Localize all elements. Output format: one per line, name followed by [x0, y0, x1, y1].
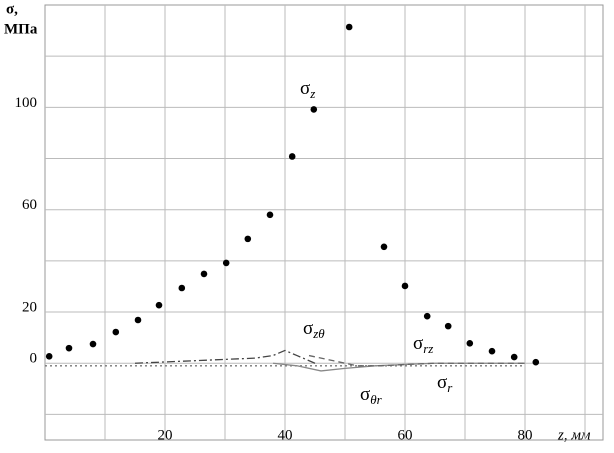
- data-point: [155, 301, 163, 309]
- data-point: [222, 259, 230, 267]
- data-point: [266, 211, 274, 219]
- data-point: [65, 344, 73, 352]
- data-point: [89, 340, 97, 348]
- x-tick-label: 20: [158, 427, 173, 443]
- annotation: σzθ: [303, 318, 325, 341]
- x-tick-label: 60: [398, 427, 413, 443]
- data-point: [444, 322, 452, 330]
- annotation-symbol: σ: [413, 333, 423, 354]
- data-point: [45, 353, 53, 360]
- plot-frame: [44, 4, 604, 441]
- annotation-subscript: rz: [423, 341, 433, 356]
- data-point: [200, 270, 208, 278]
- y-tick-label: 60: [22, 197, 37, 213]
- data-point: [178, 284, 186, 292]
- annotation-subscript: zθ: [312, 326, 325, 341]
- annotation: σθr: [360, 384, 383, 407]
- data-point: [380, 243, 388, 251]
- data-point: [345, 23, 353, 31]
- y-tick-label: 0: [30, 351, 38, 367]
- data-point: [310, 106, 318, 113]
- annotation-symbol: σ: [360, 384, 370, 405]
- data-point: [488, 347, 496, 355]
- y-tick-label: 100: [15, 95, 38, 111]
- data-point: [244, 235, 252, 243]
- annotation-symbol: σ: [437, 372, 447, 393]
- data-point: [423, 312, 431, 320]
- x-tick-label: 40: [278, 427, 293, 443]
- y-tick-label: 20: [22, 299, 37, 315]
- data-point: [401, 282, 409, 290]
- data-point: [510, 353, 518, 361]
- series-line: [308, 354, 525, 367]
- annotation-symbol: σ: [300, 78, 310, 99]
- annotation-subscript: θr: [370, 392, 382, 407]
- data-point: [112, 328, 120, 336]
- data-point: [466, 339, 474, 347]
- annotation-subscript: r: [447, 380, 453, 395]
- annotation-symbol: σ: [303, 318, 313, 339]
- x-tick-label: 80: [518, 427, 533, 443]
- annotation: σrz: [413, 333, 433, 356]
- annotation: σr: [437, 372, 453, 395]
- data-point: [288, 153, 296, 160]
- y-label-unit: МПа: [4, 21, 38, 37]
- x-label: z, мм: [557, 427, 591, 443]
- series-line: [134, 349, 316, 364]
- annotation: σz: [300, 78, 315, 101]
- data-point: [532, 358, 540, 366]
- annotation-subscript: z: [309, 86, 315, 101]
- data-point: [134, 316, 142, 324]
- y-label-symbol: σ,: [6, 1, 18, 17]
